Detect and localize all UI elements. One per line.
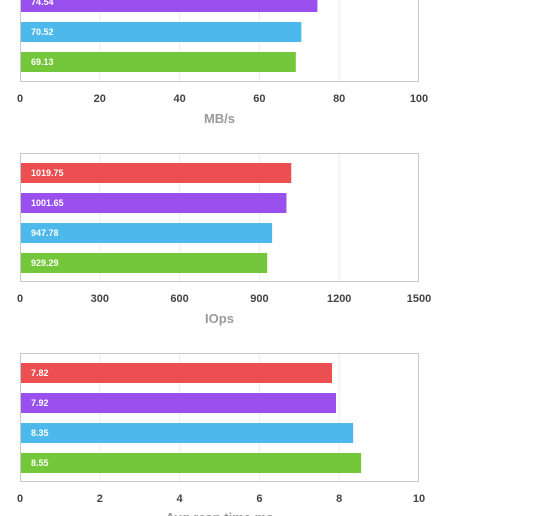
bar-value-label: 70.52 — [31, 27, 54, 37]
bar-value-label: 7.82 — [31, 368, 49, 378]
plot-frame — [20, 153, 419, 282]
x-tick-label: 4 — [177, 493, 184, 505]
chart-3: 7.82 7.92 8.35 8.55 0 2 4 6 8 10 Avg resp time ms — [17, 353, 425, 516]
bar — [20, 22, 302, 42]
bar — [20, 393, 337, 413]
bar — [20, 0, 318, 12]
x-axis-title: MB/s — [204, 111, 235, 126]
x-axis-title: IOps — [205, 311, 234, 326]
x-tick-label: 6 — [256, 493, 262, 505]
x-tick-label: 1200 — [327, 293, 351, 305]
bar-value-label: 1001.65 — [31, 198, 64, 208]
x-tick-label: 20 — [94, 93, 106, 105]
bar — [20, 363, 333, 383]
bar-value-label: 929.29 — [31, 258, 59, 268]
plot-frame — [20, 0, 419, 82]
x-tick-label: 300 — [91, 293, 109, 305]
x-tick-label: 600 — [170, 293, 188, 305]
x-tick-label: 60 — [253, 93, 265, 105]
x-tick-label: 1500 — [407, 293, 431, 305]
bar-value-label: 8.55 — [31, 458, 49, 468]
chart-1: 74.54 70.52 69.13 0 20 40 60 80 100 MB/s — [17, 0, 428, 126]
plot-frame — [20, 353, 419, 482]
bar-value-label: 8.35 — [31, 428, 49, 438]
bar — [20, 223, 273, 243]
x-axis-title: Avg resp time ms — [166, 510, 274, 516]
x-tick-label: 100 — [410, 93, 428, 105]
x-tick-label: 80 — [333, 93, 345, 105]
x-tick-label: 10 — [413, 493, 425, 505]
bar-value-label: 947.78 — [31, 228, 59, 238]
x-tick-label: 900 — [250, 293, 268, 305]
bar — [20, 423, 354, 443]
bar-value-label: 69.13 — [31, 57, 54, 67]
x-tick-label: 0 — [17, 293, 23, 305]
x-tick-label: 8 — [336, 493, 342, 505]
bar — [20, 163, 292, 183]
bar — [20, 253, 268, 273]
bar-value-label: 1019.75 — [31, 168, 64, 178]
bar-value-label: 7.92 — [31, 398, 49, 408]
x-tick-label: 2 — [97, 493, 103, 505]
chart-2: 1019.75 1001.65 947.78 929.29 0 300 600 900 1200… — [17, 153, 431, 326]
x-tick-label: 0 — [17, 93, 23, 105]
bar — [20, 52, 296, 72]
bar-value-label: 74.54 — [31, 0, 54, 7]
x-tick-label: 0 — [17, 493, 23, 505]
x-tick-label: 40 — [173, 93, 185, 105]
bar — [20, 193, 287, 213]
bar — [20, 453, 362, 473]
